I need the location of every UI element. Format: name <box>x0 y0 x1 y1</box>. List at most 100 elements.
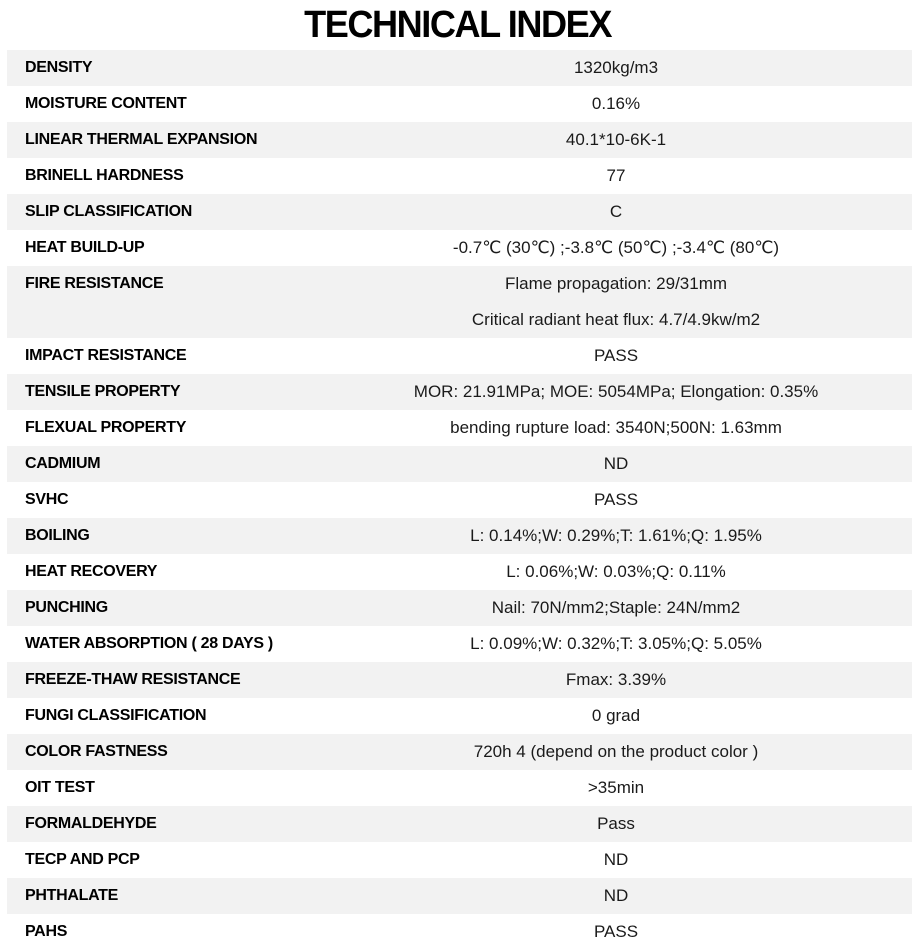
table-row: COLOR FASTNESS 720h 4 (depend on the pro… <box>7 734 912 770</box>
property-label-text: SLIP CLASSIFICATION <box>25 203 193 220</box>
property-label: PHTHALATE <box>7 878 320 914</box>
property-value: ND <box>320 446 912 482</box>
property-label-text: BOILING <box>25 527 90 544</box>
property-label-text: FLEXUAL PROPERTY <box>25 419 187 436</box>
property-value: >35min <box>320 770 912 806</box>
property-label-text: BRINELL HARDNESS <box>25 167 184 184</box>
property-value: 0.16% <box>320 86 912 122</box>
property-label-text: MOISTURE CONTENT <box>25 95 187 112</box>
property-label: FREEZE-THAW RESISTANCE <box>7 662 320 698</box>
property-label-text: IMPACT RESISTANCE <box>25 347 187 364</box>
property-value: 0 grad <box>320 698 912 734</box>
property-value-line: PASS <box>593 490 639 509</box>
property-label: CADMIUM <box>7 446 320 482</box>
property-label-text: OIT TEST <box>25 779 95 796</box>
property-label: IMPACT RESISTANCE <box>7 338 320 374</box>
property-value: PASS <box>320 338 912 374</box>
property-value-line: 77 <box>606 166 626 185</box>
property-value: 1320kg/m3 <box>320 50 912 86</box>
property-value: Fmax: 3.39% <box>320 662 912 698</box>
property-label-text: HEAT BUILD-UP <box>25 239 145 256</box>
table-row: WATER ABSORPTION ( 28 DAYS ) L: 0.09%;W:… <box>7 626 912 662</box>
property-label: LINEAR THERMAL EXPANSION <box>7 122 320 158</box>
property-value: L: 0.09%;W: 0.32%;T: 3.05%;Q: 5.05% <box>320 626 912 662</box>
property-label: SLIP CLASSIFICATION <box>7 194 320 230</box>
property-label-text: TENSILE PROPERTY <box>25 383 181 400</box>
property-label-text: PUNCHING <box>25 599 108 616</box>
table-row: BRINELL HARDNESS 77 <box>7 158 912 194</box>
property-label-text: FORMALDEHYDE <box>25 815 157 832</box>
property-label: FUNGI CLASSIFICATION <box>7 698 320 734</box>
property-value-line: L: 0.09%;W: 0.32%;T: 3.05%;Q: 5.05% <box>470 634 762 653</box>
property-value: Nail: 70N/mm2;Staple: 24N/mm2 <box>320 590 912 626</box>
property-label-text: FUNGI CLASSIFICATION <box>25 707 207 724</box>
property-value: bending rupture load: 3540N;500N: 1.63mm <box>320 410 912 446</box>
property-value-line: PASS <box>593 346 639 365</box>
property-value-line: ND <box>603 454 629 473</box>
property-value: PASS <box>320 914 912 950</box>
property-value-line: Fmax: 3.39% <box>565 670 667 689</box>
table-row: PUNCHING Nail: 70N/mm2;Staple: 24N/mm2 <box>7 590 912 626</box>
property-value: L: 0.14%;W: 0.29%;T: 1.61%;Q: 1.95% <box>320 518 912 554</box>
table-row: HEAT BUILD-UP -0.7℃ (30℃) ;-3.8℃ (50℃) ;… <box>7 230 912 266</box>
table-row: SLIP CLASSIFICATION C <box>7 194 912 230</box>
property-value-line: 40.1*10-6K-1 <box>565 130 667 149</box>
property-value: 720h 4 (depend on the product color ) <box>320 734 912 770</box>
property-label-text: PHTHALATE <box>25 887 118 904</box>
property-label-text: DENSITY <box>25 59 93 76</box>
property-value-line: 0 grad <box>591 706 641 725</box>
property-label-text: FIRE RESISTANCE <box>25 275 164 292</box>
property-label: HEAT RECOVERY <box>7 554 320 590</box>
property-value-line: Nail: 70N/mm2;Staple: 24N/mm2 <box>491 598 741 617</box>
property-value-line: ND <box>603 886 629 905</box>
property-value: -0.7℃ (30℃) ;-3.8℃ (50℃) ;-3.4℃ (80℃) <box>320 230 912 266</box>
table-row: MOISTURE CONTENT 0.16% <box>7 86 912 122</box>
property-value-line: C <box>609 202 623 221</box>
page-title: TECHNICAL INDEX <box>0 0 916 50</box>
property-label-text: TECP AND PCP <box>25 851 140 868</box>
property-label-text: SVHC <box>25 491 69 508</box>
property-value: ND <box>320 842 912 878</box>
table-row: CADMIUM ND <box>7 446 912 482</box>
table-row: SVHC PASS <box>7 482 912 518</box>
table-row: FIRE RESISTANCE Flame propagation: 29/31… <box>7 266 912 338</box>
property-label: MOISTURE CONTENT <box>7 86 320 122</box>
spec-table: DENSITY 1320kg/m3 MOISTURE CONTENT 0.16%… <box>0 50 916 950</box>
property-label-text: WATER ABSORPTION ( 28 DAYS ) <box>25 635 273 652</box>
property-value-line: MOR: 21.91MPa; MOE: 5054MPa; Elongation:… <box>413 382 819 401</box>
property-label: SVHC <box>7 482 320 518</box>
property-value: 77 <box>320 158 912 194</box>
property-label: PUNCHING <box>7 590 320 626</box>
property-label: HEAT BUILD-UP <box>7 230 320 266</box>
property-value: MOR: 21.91MPa; MOE: 5054MPa; Elongation:… <box>320 374 912 410</box>
property-value: L: 0.06%;W: 0.03%;Q: 0.11% <box>320 554 912 590</box>
property-value-line: Flame propagation: 29/31mm <box>504 274 728 293</box>
property-label: FLEXUAL PROPERTY <box>7 410 320 446</box>
property-value-line: PASS <box>593 922 639 941</box>
page-title-text: TECHNICAL INDEX <box>304 3 613 46</box>
table-row: FUNGI CLASSIFICATION 0 grad <box>7 698 912 734</box>
property-value-line: Critical radiant heat flux: 4.7/4.9kw/m2 <box>471 310 761 329</box>
property-value-line: L: 0.14%;W: 0.29%;T: 1.61%;Q: 1.95% <box>470 526 762 545</box>
property-value-line: 0.16% <box>591 94 641 113</box>
property-label-text: FREEZE-THAW RESISTANCE <box>25 671 241 688</box>
table-row: PHTHALATE ND <box>7 878 912 914</box>
property-label: TECP AND PCP <box>7 842 320 878</box>
property-value-line: bending rupture load: 3540N;500N: 1.63mm <box>450 418 782 437</box>
table-row: OIT TEST >35min <box>7 770 912 806</box>
table-row: BOILING L: 0.14%;W: 0.29%;T: 1.61%;Q: 1.… <box>7 518 912 554</box>
table-row: FORMALDEHYDE Pass <box>7 806 912 842</box>
property-value: PASS <box>320 482 912 518</box>
table-row: PAHS PASS <box>7 914 912 950</box>
property-value-line: >35min <box>587 778 645 797</box>
property-value-line: 720h 4 (depend on the product color ) <box>473 742 759 761</box>
table-row: FREEZE-THAW RESISTANCE Fmax: 3.39% <box>7 662 912 698</box>
property-value: Pass <box>320 806 912 842</box>
table-row: LINEAR THERMAL EXPANSION 40.1*10-6K-1 <box>7 122 912 158</box>
property-label: TENSILE PROPERTY <box>7 374 320 410</box>
property-label-text: LINEAR THERMAL EXPANSION <box>25 131 258 148</box>
property-value: ND <box>320 878 912 914</box>
property-value-line: 1320kg/m3 <box>573 58 659 77</box>
table-row: FLEXUAL PROPERTY bending rupture load: 3… <box>7 410 912 446</box>
